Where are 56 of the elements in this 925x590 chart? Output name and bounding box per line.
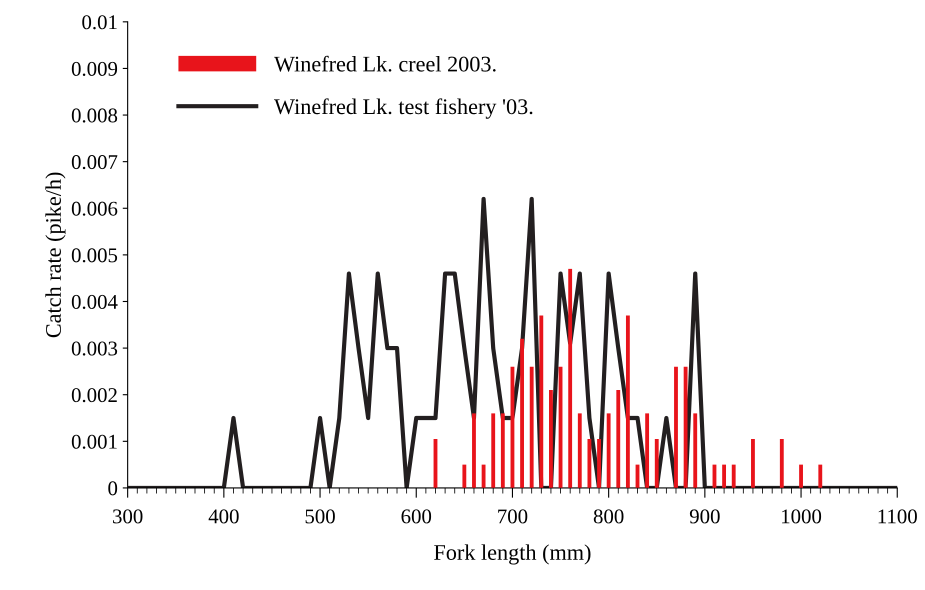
- bar: [751, 438, 755, 488]
- bar: [799, 464, 803, 488]
- bar: [530, 366, 534, 488]
- bar: [712, 464, 716, 488]
- bar: [722, 464, 726, 488]
- x-tick-label: 700: [498, 509, 528, 524]
- bar: [549, 390, 553, 488]
- bar: [606, 413, 611, 488]
- legend-label: Winefred Lk. creel 2003.: [274, 56, 496, 72]
- y-tick-label: 0.01: [82, 15, 117, 30]
- x-tick-label: 400: [208, 509, 239, 524]
- x-tick-label: 1000: [782, 509, 822, 524]
- x-tick-label: 800: [594, 509, 624, 524]
- x-tick-label: 600: [402, 509, 432, 524]
- y-tick-label: 0.008: [72, 108, 118, 123]
- bar: [482, 464, 486, 488]
- bar: [636, 464, 640, 488]
- bar: [674, 366, 678, 488]
- bar: [684, 366, 688, 488]
- bar: [780, 438, 784, 488]
- x-tick-label: 500: [306, 509, 335, 524]
- bar: [500, 413, 505, 488]
- bar: [520, 338, 524, 488]
- x-tick-label: 300: [113, 509, 142, 524]
- bar: [626, 315, 630, 488]
- y-tick-label: 0.009: [72, 62, 118, 76]
- y-tick-label: 0: [108, 481, 118, 496]
- bar: [434, 438, 438, 488]
- bar: [616, 390, 620, 488]
- bar: [645, 413, 650, 488]
- y-tick-label: 0.006: [72, 202, 118, 216]
- y-tick-label: 0.007: [72, 155, 118, 170]
- bar: [539, 315, 544, 488]
- bar: [578, 413, 582, 488]
- y-axis-title: Catch rate (pike/h): [45, 172, 66, 338]
- bar: [568, 268, 572, 488]
- x-tick-label: 900: [690, 509, 720, 524]
- bar: [818, 464, 822, 488]
- bar: [558, 366, 562, 488]
- bar: [472, 413, 476, 488]
- bar: [587, 438, 592, 488]
- y-tick-label: 0.001: [72, 434, 117, 449]
- bar: [654, 438, 659, 488]
- bar: [510, 366, 514, 488]
- bar: [491, 413, 496, 488]
- bar: [597, 438, 601, 488]
- y-tick-label: 0.003: [72, 341, 118, 356]
- y-tick-label: 0.004: [72, 294, 118, 310]
- bar: [462, 464, 466, 488]
- x-tick-label: 1100: [878, 509, 917, 524]
- bar: [693, 413, 698, 488]
- bar: [732, 464, 736, 488]
- legend-label: Winefred Lk. test fishery '03.: [274, 98, 532, 119]
- x-axis-title: Fork length (mm): [434, 544, 590, 565]
- y-tick-label: 0.002: [72, 388, 117, 402]
- y-tick-label: 0.005: [72, 248, 118, 262]
